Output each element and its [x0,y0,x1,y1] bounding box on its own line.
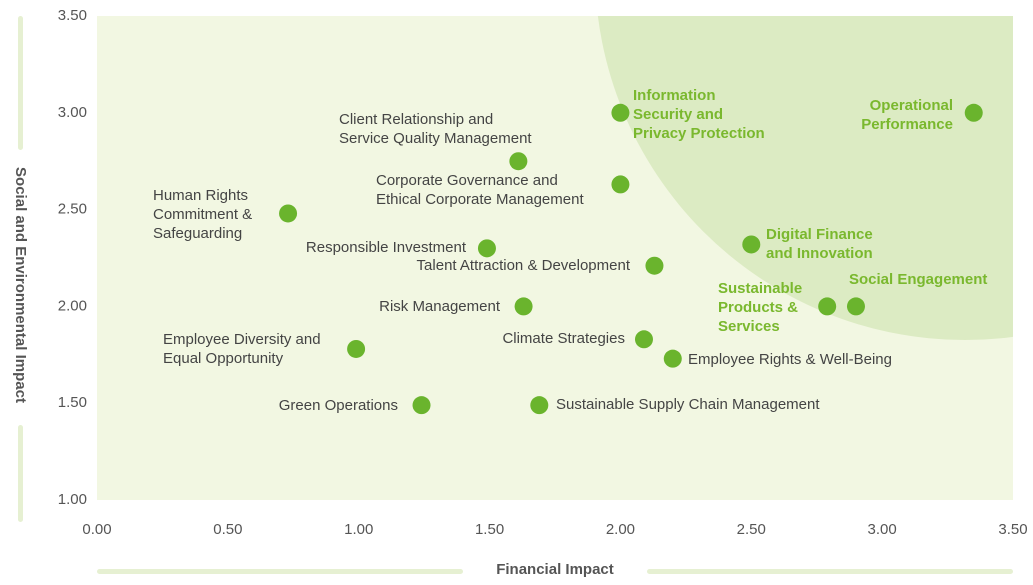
x-tick-label: 0.50 [213,521,242,538]
point-label: Service Quality Management [339,130,532,147]
x-tick-label: 0.00 [82,521,111,538]
y-tick-label: 3.50 [58,7,87,24]
point-label: Sustainable [718,280,802,297]
point-label: Employee Rights & Well-Being [688,351,892,368]
point-label: Operational [870,97,953,114]
highlight-zone [597,16,1013,340]
y-axis-bar [18,16,23,150]
point [634,330,653,349]
point [514,297,533,316]
x-tick-label: 3.50 [998,521,1027,538]
point-label: and Innovation [766,245,873,262]
y-tick-label: 1.50 [58,394,87,411]
point [663,349,682,368]
point [509,152,528,171]
y-axis-title: Social and Environmental Impact [12,167,29,403]
point-label: Safeguarding [153,225,242,242]
x-tick-label: 2.50 [737,521,766,538]
point-label: Ethical Corporate Management [376,191,584,208]
y-tick-label: 2.00 [58,297,87,314]
y-axis-bar [18,425,23,522]
point-label: Human Rights [153,187,248,204]
point [645,256,664,275]
point [964,103,983,122]
point [818,297,837,316]
x-axis-bar [647,569,1013,574]
point-label: Security and [633,106,723,123]
point-label: Employee Diversity and [163,331,321,348]
point-label: Risk Management [379,298,501,315]
point [412,396,431,415]
x-tick-label: 1.00 [344,521,373,538]
point-label: Services [718,318,780,335]
x-tick-label: 1.50 [475,521,504,538]
point-label: Client Relationship and [339,111,493,128]
point-label: Performance [861,116,953,133]
point [477,239,496,258]
y-tick-label: 2.50 [58,201,87,218]
y-tick-label: 3.00 [58,104,87,121]
point [347,339,366,358]
point-label: Responsible Investment [306,239,467,256]
point-label: Talent Attraction & Development [417,257,631,274]
point-label: Products & [718,299,798,316]
point-label: Green Operations [279,397,398,414]
y-tick-label: 1.00 [58,491,87,508]
point [611,103,630,122]
point-label: Privacy Protection [633,125,765,142]
point [530,396,549,415]
x-tick-label: 2.00 [606,521,635,538]
x-axis-title: Financial Impact [496,561,614,578]
point [742,235,761,254]
point [279,204,298,223]
point-label: Sustainable Supply Chain Management [556,396,820,413]
point-label: Equal Opportunity [163,350,284,367]
point [846,297,865,316]
x-axis-bar [97,569,463,574]
point-label: Social Engagement [849,271,987,288]
point-label: Climate Strategies [502,330,625,347]
point-label: Commitment & [153,206,252,223]
point-label: Digital Finance [766,226,873,243]
point-label: Information [633,87,716,104]
point [611,175,630,194]
point-label: Corporate Governance and [376,172,558,189]
x-tick-label: 3.00 [868,521,897,538]
